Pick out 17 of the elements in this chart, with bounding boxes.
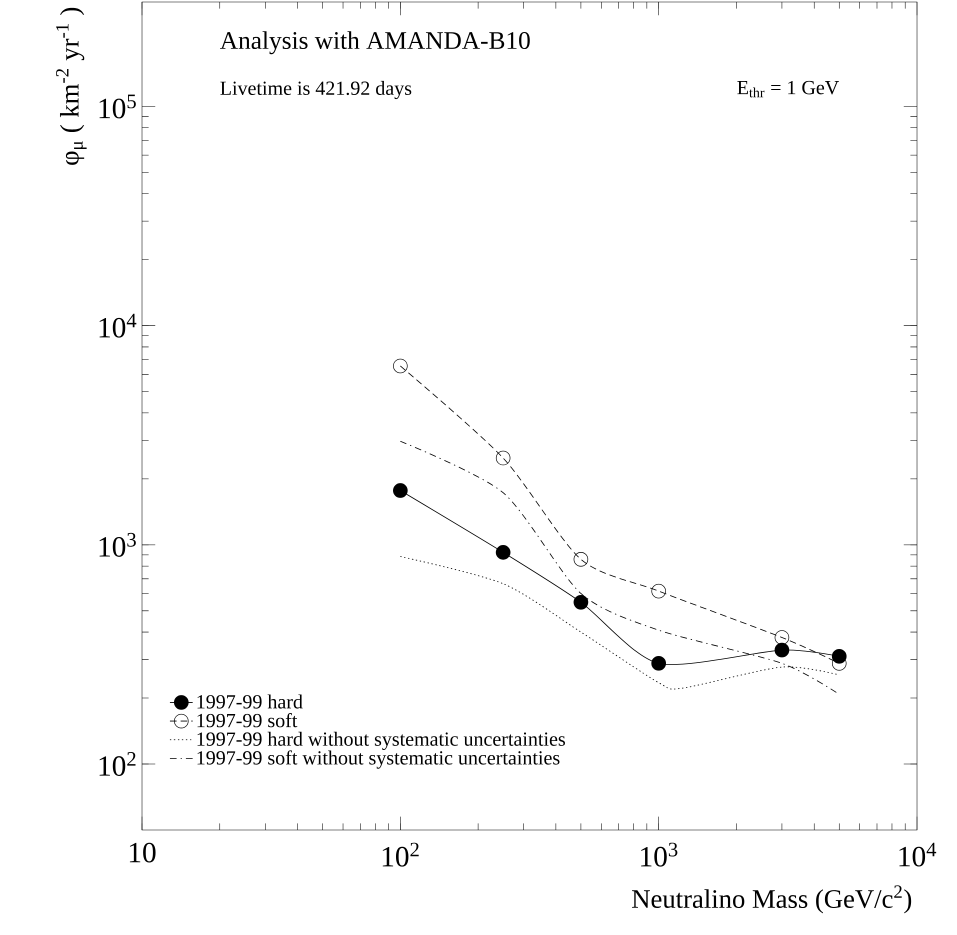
annotation: Livetime is 421.92 days xyxy=(220,80,412,100)
x-axis-title: Neutralino Mass (GeV/c$^{2}$) xyxy=(632,885,912,914)
annotation: E$_{thr}$ = 1 GeV xyxy=(737,80,839,98)
legend-label: 1997-99 hard without systematic uncertainties xyxy=(198,732,565,750)
x-tick-label: 10$^{2}$ xyxy=(382,842,419,867)
x-tick-label: 10$^{4}$ xyxy=(899,842,936,867)
y-tick-label: 10$^{3}$ xyxy=(100,532,136,557)
y-tick-label: 10$^{5}$ xyxy=(100,94,136,118)
x-tick-label: 10$^{3}$ xyxy=(641,842,678,867)
legend-label: 1997-99 soft xyxy=(198,713,298,728)
legend-label: 1997-99 hard xyxy=(198,694,303,709)
y-tick-label: 10$^{2}$ xyxy=(100,752,136,776)
y-axis-title: φ$_{μ}$ ( km$^{-2}$ yr$^{-1}$ ) xyxy=(56,8,87,165)
y-tick-label: 10$^{4}$ xyxy=(100,314,136,338)
legend-label: 1997-99 soft without systematic uncertainties xyxy=(198,750,560,769)
x-tick-label: 10 xyxy=(130,842,156,862)
annotation: Analysis with AMANDA-B10 xyxy=(220,31,530,54)
